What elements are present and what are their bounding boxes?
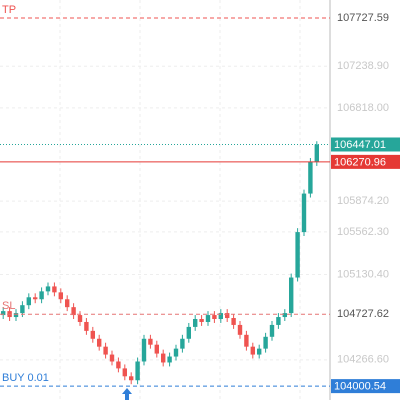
- candle-body: [199, 319, 204, 322]
- candle-body: [180, 338, 185, 349]
- candle-body: [244, 334, 249, 347]
- candle-body: [77, 315, 83, 322]
- candle-body: [212, 315, 217, 320]
- candle-body: [135, 361, 140, 381]
- y-tick-label: 105130.40: [337, 268, 389, 280]
- y-tick-label: 106818.00: [337, 102, 389, 114]
- level-name: BUY 0.01: [2, 372, 49, 384]
- y-tick-label: 104266.60: [337, 354, 389, 366]
- candle-body: [301, 193, 307, 233]
- candle-body: [314, 144, 319, 162]
- price-label-box: [331, 379, 400, 394]
- candle-body: [295, 232, 300, 278]
- candle-body: [90, 330, 95, 339]
- price-label: 104000.54: [334, 381, 386, 393]
- candle-body: [26, 297, 31, 306]
- candle-body: [173, 348, 179, 357]
- candle-body: [65, 299, 70, 308]
- candle-body: [193, 319, 198, 327]
- buy-arrow: [122, 388, 132, 400]
- level-name: TP: [2, 4, 16, 16]
- candle-body: [33, 297, 38, 300]
- candle-body: [148, 338, 153, 345]
- candle-body: [282, 313, 287, 318]
- candle-body: [39, 291, 44, 300]
- candle-body: [20, 305, 25, 314]
- candle-body: [289, 277, 294, 314]
- candle-body: [141, 338, 147, 362]
- candle-body: [276, 317, 281, 325]
- candle-body: [84, 321, 89, 331]
- candle-body: [122, 368, 127, 377]
- price-label: 107727.59: [337, 12, 389, 24]
- candle-body: [167, 356, 172, 363]
- candle-body: [154, 344, 159, 354]
- candle-body: [269, 324, 275, 337]
- candle-body: [161, 353, 166, 363]
- candle-body: [45, 286, 51, 292]
- candle-body: [116, 361, 121, 369]
- candle-body: [225, 313, 230, 319]
- candle-body: [58, 292, 63, 300]
- candle-body: [205, 315, 211, 322]
- candle-body: [13, 313, 19, 318]
- candle-body: [308, 161, 313, 194]
- candle-body: [231, 318, 236, 325]
- candle-body: [97, 338, 102, 347]
- candle-body: [103, 346, 108, 355]
- candle-body: [263, 336, 268, 349]
- candle-body: [237, 324, 243, 335]
- y-tick-label: 105874.20: [337, 195, 389, 207]
- candle-body: [186, 326, 191, 339]
- price-label: 104727.62: [337, 308, 389, 320]
- price-label: 106447.01: [334, 139, 386, 151]
- y-tick-label: 105562.30: [337, 226, 389, 238]
- price-label-box: [331, 137, 400, 152]
- candle-body: [1, 311, 6, 316]
- candle-body: [218, 313, 223, 320]
- level-name: SL: [2, 300, 15, 312]
- price-label-box: [331, 154, 400, 169]
- candle-body: [109, 354, 115, 362]
- candle-body: [257, 348, 262, 355]
- y-tick-label: 107238.90: [337, 60, 389, 72]
- candle-body: [52, 286, 57, 293]
- candle-body: [129, 376, 134, 381]
- price-label: 106270.96: [334, 156, 386, 168]
- candle-body: [250, 346, 255, 355]
- candle-body: [71, 307, 76, 316]
